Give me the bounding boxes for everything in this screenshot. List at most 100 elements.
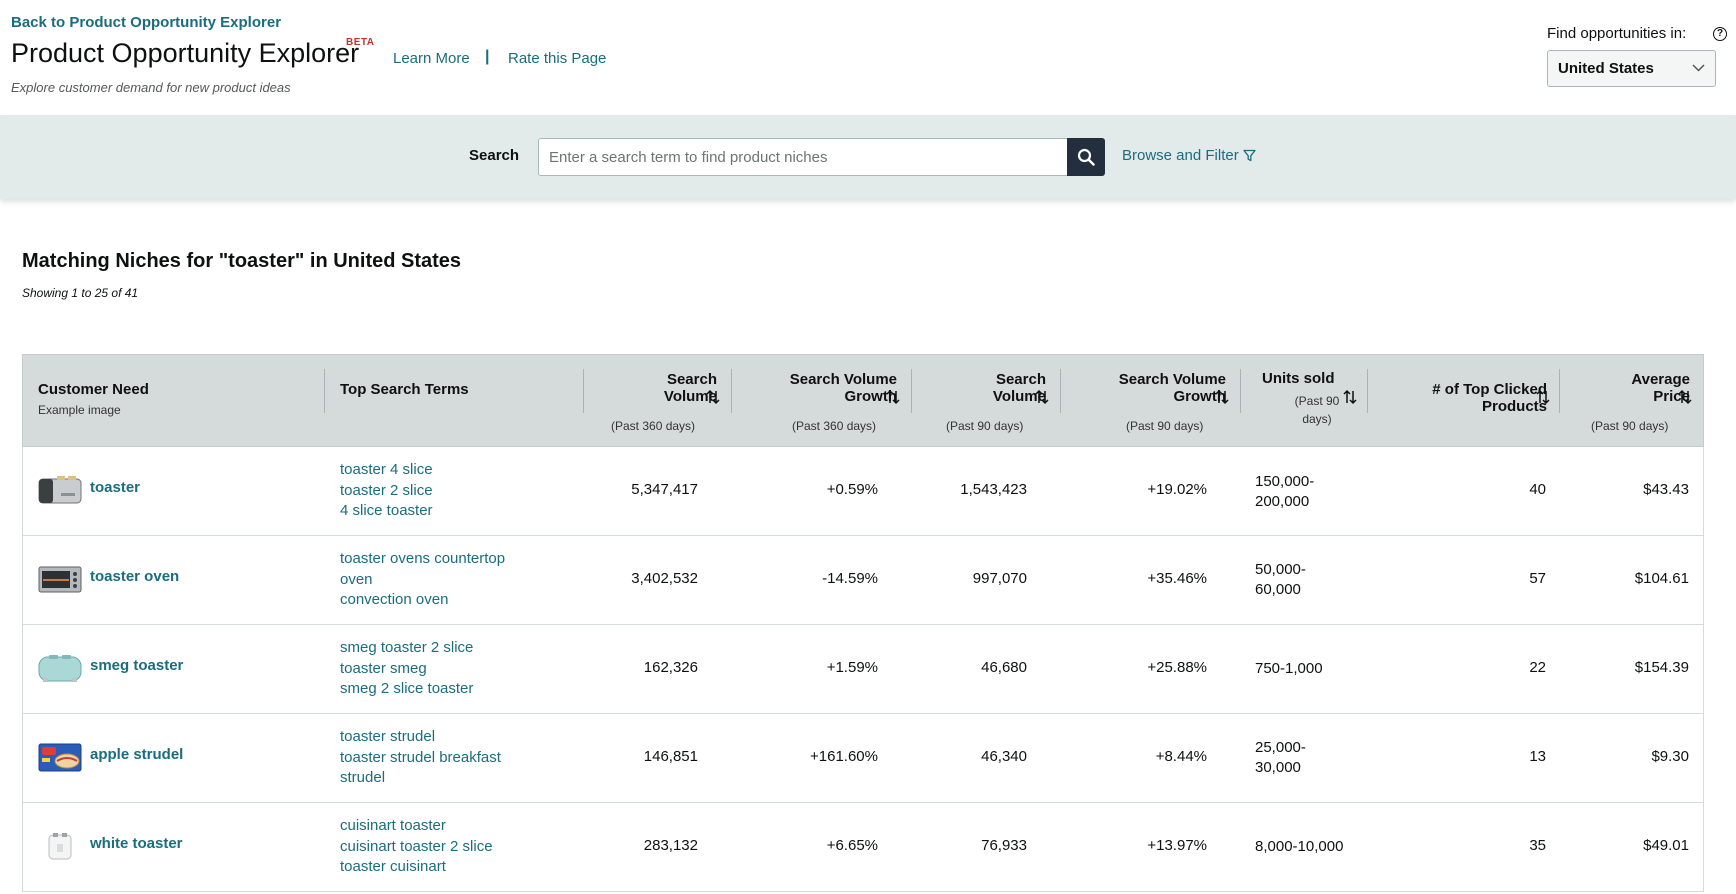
country-select-value: United States <box>1558 60 1654 77</box>
col-header-sub: (Past 360 days) <box>611 419 696 433</box>
search-term-link[interactable]: toaster strudel breakfast <box>340 748 501 766</box>
search-term-link[interactable]: cuisinart toaster <box>340 817 446 834</box>
sort-icon[interactable] <box>886 389 900 405</box>
search-term-link[interactable]: toaster 2 slice <box>340 481 433 499</box>
search-volume-90: 997,070 <box>972 570 1027 587</box>
search-volume-360: 146,851 <box>643 748 698 765</box>
col-top-search-terms: Top Search Terms <box>340 381 469 398</box>
column-divider <box>583 369 584 413</box>
chevron-down-icon <box>1692 64 1705 72</box>
country-select[interactable]: United States <box>1547 50 1716 87</box>
search-term-link[interactable]: cuisinart toaster 2 slice <box>340 837 493 855</box>
col-top-clicked-products: # of Top Clicked Products <box>1367 381 1547 415</box>
col-header-sub: (Past 360 days) <box>792 419 877 433</box>
sort-icon[interactable] <box>1215 389 1229 405</box>
search-input[interactable] <box>538 138 1068 176</box>
browse-and-filter-link[interactable]: Browse and Filter <box>1122 147 1256 164</box>
search-volume-growth-90: +19.02% <box>1147 481 1207 498</box>
average-price: $9.30 <box>1651 748 1689 765</box>
sort-icon[interactable] <box>1343 389 1357 405</box>
results-count: Showing 1 to 25 of 41 <box>22 286 139 300</box>
column-divider <box>1060 369 1061 413</box>
col-header-sub: (Past 90 days) <box>1591 419 1669 433</box>
col-header-line: Volume <box>992 388 1046 405</box>
browse-and-filter-label: Browse and Filter <box>1122 147 1239 164</box>
search-term-link[interactable]: toaster strudel <box>340 728 436 745</box>
col-header-line: Volume <box>663 388 717 405</box>
table-row[interactable]: apple strudel toaster strudel toaster st… <box>22 714 1704 803</box>
units-sold-line: 30,000 <box>1255 759 1301 776</box>
search-volume-growth-360: +161.60% <box>810 748 878 765</box>
customer-need-link[interactable]: toaster oven <box>90 568 180 585</box>
col-header-line: Price <box>1653 388 1690 405</box>
rate-page-link[interactable]: Rate this Page <box>508 50 607 67</box>
col-average-price-sub: (Past 90 days) <box>1591 417 1668 434</box>
back-link[interactable]: Back to Product Opportunity Explorer <box>11 14 282 31</box>
col-header-line: Search <box>995 371 1046 388</box>
average-price: $154.39 <box>1634 659 1689 676</box>
units-sold-line: 60,000 <box>1255 581 1301 598</box>
top-clicked-products: 22 <box>1529 659 1546 676</box>
col-header-line: Search <box>666 371 717 388</box>
customer-need-link[interactable]: white toaster <box>90 835 183 852</box>
search-term-link[interactable]: toaster smeg <box>340 659 427 677</box>
customer-need-link[interactable]: smeg toaster <box>90 657 184 674</box>
table-row[interactable]: smeg toaster smeg toaster 2 slice toaste… <box>22 625 1704 714</box>
customer-need-link[interactable]: toaster <box>90 479 141 496</box>
table-row[interactable]: toaster toaster 4 slice toaster 2 slice … <box>22 447 1704 536</box>
help-icon[interactable]: ? <box>1713 27 1727 41</box>
sort-icon[interactable] <box>706 389 720 405</box>
search-term-link[interactable]: toaster 4 slice <box>340 461 433 478</box>
column-divider <box>731 369 732 413</box>
search-button[interactable] <box>1067 138 1105 176</box>
search-volume-growth-90: +13.97% <box>1147 837 1207 854</box>
customer-need-link[interactable]: apple strudel <box>90 746 184 763</box>
search-bar-area: Search Browse and Filter <box>0 115 1736 199</box>
search-term-link[interactable]: strudel <box>340 769 386 786</box>
units-sold: 750-1,000 <box>1255 659 1323 679</box>
search-term-link[interactable]: toaster ovens countertop <box>340 550 506 567</box>
col-header-line: Average <box>1631 371 1690 388</box>
col-header-line: Search Volume <box>1118 371 1226 388</box>
col-customer-need: Customer Need Example image <box>38 381 149 417</box>
smeg-toaster-image <box>38 655 82 682</box>
col-search-volume-growth-90-sub: (Past 90 days) <box>1126 417 1203 434</box>
units-sold-line: 150,000- <box>1255 473 1315 490</box>
table-row[interactable]: white toaster cuisinart toaster cuisinar… <box>22 803 1704 892</box>
sort-icon[interactable] <box>1035 389 1049 405</box>
search-volume-growth-360: +1.59% <box>826 659 878 676</box>
search-volume-90: 1,543,423 <box>960 481 1027 498</box>
table-row[interactable]: toaster oven toaster ovens countertop ov… <box>22 536 1704 625</box>
page-title: Product Opportunity Explorer <box>11 38 360 68</box>
col-search-volume-growth-90: Search Volume Growth <box>1060 371 1226 405</box>
search-term-link[interactable]: smeg 2 slice toaster <box>340 680 474 697</box>
search-icon <box>1077 148 1095 166</box>
search-term-link[interactable]: toaster cuisinart <box>340 858 446 875</box>
search-term-link[interactable]: convection oven <box>340 591 449 608</box>
page-header: Back to Product Opportunity Explorer Pro… <box>0 0 1736 115</box>
col-header-line: # of Top Clicked <box>1432 381 1547 398</box>
toaster-image <box>38 476 82 504</box>
sort-icon[interactable] <box>1536 389 1550 405</box>
col-search-volume-growth-360-sub: (Past 360 days) <box>792 417 876 434</box>
search-volume-90: 46,340 <box>981 748 1027 765</box>
search-volume-growth-360: +0.59% <box>826 481 878 498</box>
learn-more-link[interactable]: Learn More <box>393 50 470 67</box>
col-header-sub: (Past 90 <box>1294 394 1340 408</box>
col-units-sold-sub: (Past 90 days) <box>1287 394 1347 426</box>
col-search-volume-90-sub: (Past 90 days) <box>946 417 1023 434</box>
sort-icon[interactable] <box>1678 389 1692 405</box>
find-opportunities-label: Find opportunities in: <box>1547 25 1687 42</box>
search-volume-growth-360: -14.59% <box>822 570 878 587</box>
search-volume-growth-90: +35.46% <box>1147 570 1207 587</box>
search-volume-360: 283,132 <box>643 837 698 854</box>
search-volume-360: 3,402,532 <box>631 570 698 587</box>
search-term-link[interactable]: smeg toaster 2 slice <box>340 639 474 656</box>
col-search-volume-360: Search Volume <box>583 371 717 405</box>
search-term-link[interactable]: 4 slice toaster <box>340 502 433 519</box>
top-clicked-products: 35 <box>1529 837 1546 854</box>
table-header: Customer Need Example image Top Search T… <box>22 354 1704 447</box>
search-term-link[interactable]: oven <box>340 570 373 588</box>
units-sold: 25,000- 30,000 <box>1255 738 1306 778</box>
search-volume-360: 5,347,417 <box>631 481 698 498</box>
